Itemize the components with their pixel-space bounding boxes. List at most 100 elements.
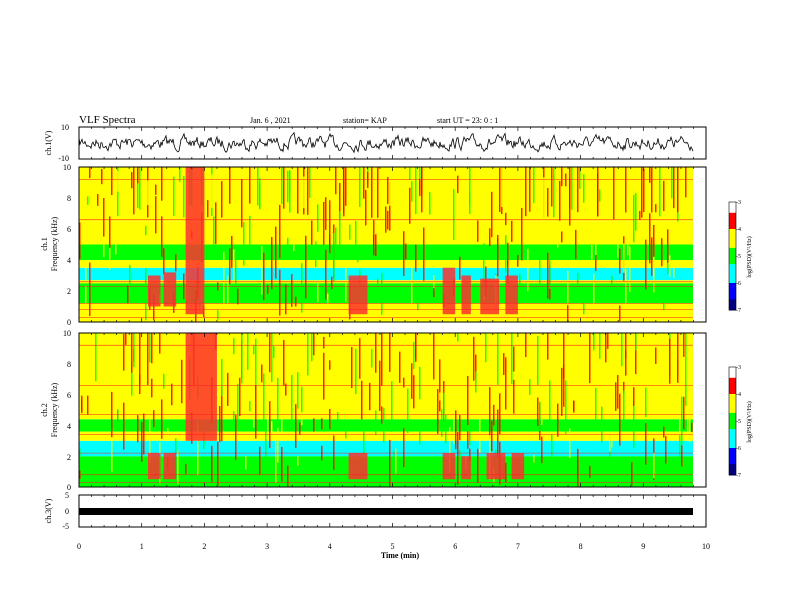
spec1-stripe [287,237,289,247]
spec2-stripe [249,401,251,412]
spec2-stripe [665,436,667,464]
spec2-stripe [297,372,299,409]
spec1-ylabel-freq: Frequency (kHz) [50,216,59,271]
cbar1-swatch [729,223,736,227]
spec1-stripe [685,167,687,198]
spec2-stripe [601,375,603,416]
cbar2-swatch [729,426,736,430]
spec2-stripe [175,438,177,454]
spec1-stripe [533,167,535,204]
spec2-stripe [125,460,127,484]
spec1-ytick-4: 4 [67,256,71,265]
spec1-blank [693,167,706,322]
spec2-event [348,453,368,480]
spec2-stripe [389,333,391,372]
spec2-stripe [159,333,161,354]
spec2-stripe [487,333,489,386]
spec2-stripe [595,388,597,425]
cbar2-swatch [729,407,736,411]
spec1-stripe [557,209,559,248]
cbar2-swatch [729,388,736,392]
spec2-stripe [265,333,267,369]
spec1-stripe [389,167,391,206]
spec1-event [442,267,456,315]
cbar1-tick-m6: -6 [736,281,741,287]
spec2-stripe [467,431,469,449]
spec2-stripe [241,333,243,384]
cbar2-swatch [729,461,736,465]
spec2-stripe [253,388,255,428]
spec2-stripe [153,410,155,428]
spec1-stripe [517,187,519,225]
cbar1-swatch [729,231,736,235]
spec2-stripe [267,345,269,393]
spec1-stripe [363,167,365,199]
spec2-ytick-6: 6 [67,391,71,400]
cbar2-swatch [729,429,736,433]
spec2-stripe [681,445,683,467]
spec1-stripe [287,170,289,203]
spec2-stripe [137,415,139,443]
spec1-stripe [553,290,555,303]
spec1-stripe [387,177,389,204]
ch1-waveform-panel: 10 -10 ch.1(V) [44,123,707,163]
spec1-stripe [375,234,377,257]
spec1-stripe [249,215,251,245]
spec1-stripe [161,216,163,257]
spec1-stripe [311,220,313,245]
spec2-stripe [411,333,413,355]
spec1-stripe [415,244,417,272]
spec2-stripe [469,427,471,446]
spec1-stripe [669,255,671,277]
cbar1-swatch [729,215,736,219]
spec2-stripe [555,342,557,378]
spec2-stripe [457,333,459,342]
spec1-stripe [161,167,163,201]
spec2-stripe [329,409,331,430]
cbar1-swatch [729,218,736,222]
spec1-stripe [97,194,99,206]
cbar2-swatch [729,380,736,384]
spec2-stripe [217,441,219,486]
spec1-stripe [639,210,641,221]
cbar1-label: log(PSD)(V²/Hz) [746,236,753,277]
spec2-stripe [413,375,415,409]
spec1-stripe [131,172,133,189]
spec2-stripe [277,427,279,463]
cbar2-swatch [729,450,736,454]
spec2-stripe [619,393,621,446]
spec2-stripe [539,401,541,432]
spec2-stripe [79,448,81,464]
cbar2-swatch [729,396,736,400]
spec1-stripe [207,200,209,218]
spec1-ytick-10: 10 [63,163,71,172]
spec1-stripe [673,167,675,209]
spec2-stripe [573,400,575,411]
spec1-stripe [153,293,155,321]
spec2-stripe [593,333,595,351]
spec2-stripe [127,350,129,382]
spec2-stripe [609,434,611,486]
cbar1-swatch [729,202,736,206]
spec1-stripe [403,231,405,276]
spec2-stripe [295,404,297,448]
cbar2-swatch [729,456,736,460]
spec2-stripe [375,410,377,435]
spec2-stripe [301,386,303,413]
spec1-stripe [619,248,621,274]
cbar1-swatch [729,283,736,287]
spec2-stripe [253,344,255,355]
spec2-stripe [309,362,311,385]
cbar1-swatch [729,245,736,249]
spec2-stripe [321,418,323,430]
spec1-stripe [275,226,277,279]
spec1-stripe [339,183,341,220]
spec1-stripe [459,256,461,280]
spec2-stripe [301,413,303,426]
spec2-stripe [493,404,495,426]
spec2-stripe [419,366,421,400]
spec2-stripe [617,374,619,409]
spec1-stripe [525,167,527,217]
spec1-stripe [101,168,103,185]
